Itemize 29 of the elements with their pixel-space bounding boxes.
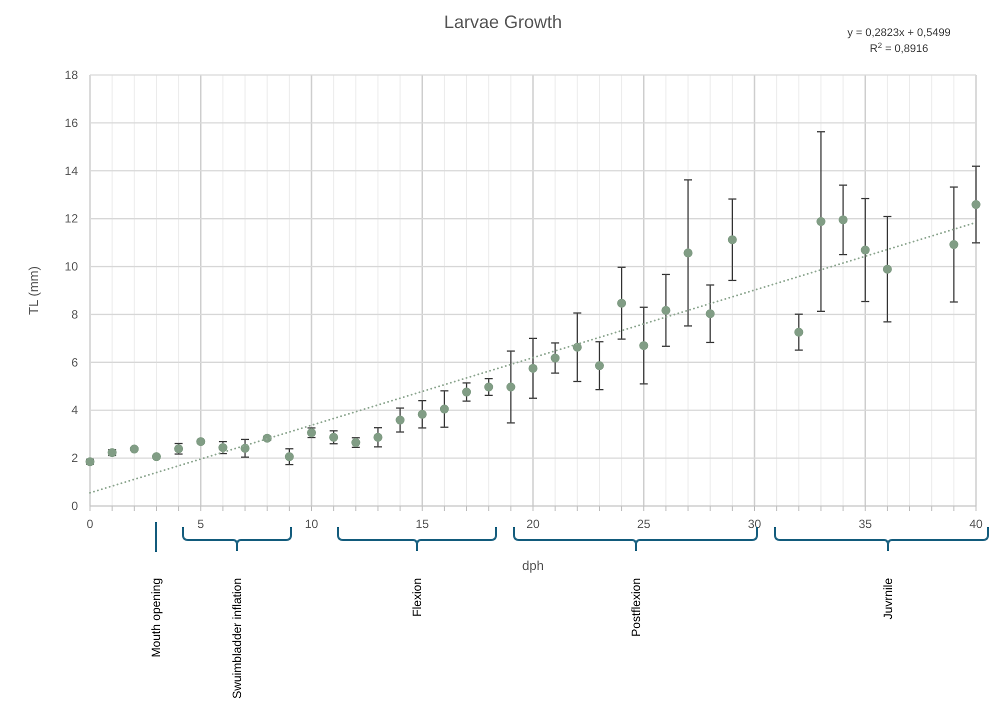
chart-title: Larvae Growth [444,12,562,32]
text: Flexion [410,578,424,617]
y-tick-label: 6 [71,355,78,370]
text: R$^{2}$ = 0,8916 [870,40,928,55]
text: Swuimbladder inflation [230,578,244,699]
x-tick-label: 25 [637,517,651,531]
text: y = 0,2823x + 0,5499 [847,27,951,39]
x-tick-label: 10 [304,517,318,531]
y-tick-label: 12 [64,212,78,226]
text: Mouth opening [149,578,163,658]
x-tick-label: 35 [858,517,872,531]
x-axis-title: dph [522,558,544,573]
x-tick-label: 15 [416,517,430,531]
y-tick-label: 18 [64,68,78,82]
x-tick-label: 20 [526,517,540,531]
y-tick-label: 10 [64,260,78,274]
x-tick-label: 30 [748,517,762,531]
x-tick-label: 5 [197,517,204,531]
y-tick-label: 0 [71,499,78,513]
y-tick-label: 2 [71,451,78,466]
y-axis-title: TL (mm) [26,266,41,315]
text: Juvrnile [881,578,895,620]
x-tick-label: 0 [86,517,94,531]
y-tick-label: 4 [71,403,78,418]
x-tick-label: 40 [969,517,983,531]
y-tick-label: 8 [71,307,78,322]
y-tick-label: 14 [64,164,78,178]
text: Postflexion [629,578,643,637]
y-tick-label: 16 [64,116,78,130]
